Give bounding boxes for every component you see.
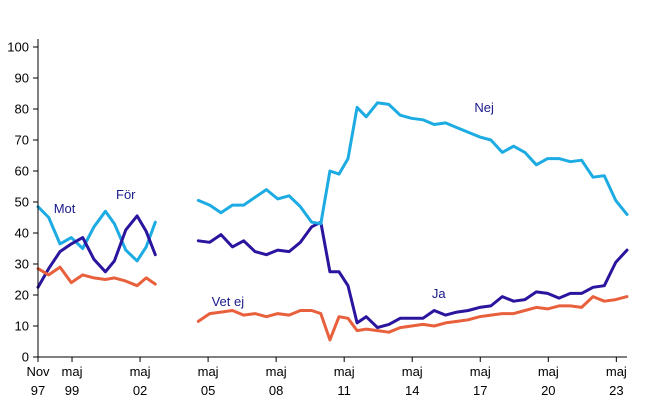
series-line-nej	[196, 101, 629, 226]
series-label-f-r: För	[116, 187, 136, 202]
series-layer	[36, 101, 629, 342]
x-tick-label: 99	[65, 383, 79, 398]
y-tick-label: 10	[15, 319, 29, 334]
x-tick-label: maj	[62, 364, 83, 379]
series-line-ja	[196, 220, 629, 330]
label-layer: Mot För Vet ej Ja Nej	[54, 100, 494, 309]
x-tick-label: 02	[133, 383, 147, 398]
x-tick-label: maj	[198, 364, 219, 379]
x-tick-label: 17	[473, 383, 487, 398]
series-line-mot	[36, 205, 157, 263]
y-tick-label: 100	[7, 40, 29, 55]
series-line-vet-ej	[196, 295, 629, 342]
y-tick-label: 80	[15, 102, 29, 117]
y-tick-label: 20	[15, 288, 29, 303]
x-tick-label: 05	[201, 383, 215, 398]
y-tick-label: 40	[15, 226, 29, 241]
x-tick-label: maj	[606, 364, 627, 379]
y-tick-label: 60	[15, 164, 29, 179]
series-label-ja: Ja	[432, 286, 447, 301]
y-tick-label: 50	[15, 195, 29, 210]
x-tick-label: maj	[266, 364, 287, 379]
y-tick-label: 0	[22, 350, 29, 365]
x-tick-label: maj	[130, 364, 151, 379]
x-tick-label: 14	[405, 383, 419, 398]
x-tick-label: maj	[402, 364, 423, 379]
x-tick-label: 11	[337, 383, 351, 398]
series-line-f-r	[36, 214, 157, 289]
y-tick-label: 70	[15, 133, 29, 148]
y-tick-label: 30	[15, 257, 29, 272]
x-tick-label: Nov	[26, 364, 50, 379]
series-label-mot: Mot	[54, 201, 76, 216]
y-tick-label: 90	[15, 71, 29, 86]
x-tick-label: 08	[269, 383, 283, 398]
series-label-nej: Nej	[474, 100, 494, 115]
x-tick-label: maj	[470, 364, 491, 379]
series-line-vet-ej	[36, 265, 157, 288]
series-label-vet-ej: Vet ej	[212, 294, 245, 309]
x-tick-label: 97	[31, 383, 45, 398]
x-tick-label: maj	[538, 364, 559, 379]
axis-layer: 0 10 20 30 40 50 60 70 80 90 100 Nov 97 maj 99 maj 02 maj…	[7, 39, 627, 398]
x-tick-label: maj	[334, 364, 355, 379]
x-tick-label: 23	[609, 383, 623, 398]
x-tick-label: 20	[541, 383, 555, 398]
